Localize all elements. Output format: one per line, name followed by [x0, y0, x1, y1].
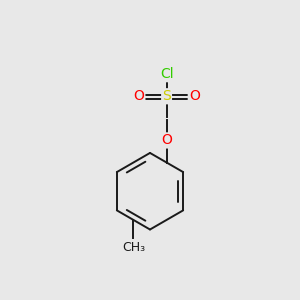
Text: O: O — [161, 134, 172, 147]
Text: S: S — [162, 89, 171, 103]
Text: Cl: Cl — [160, 67, 173, 81]
Text: CH₃: CH₃ — [122, 241, 145, 254]
Text: O: O — [134, 89, 144, 103]
Text: O: O — [189, 89, 200, 103]
